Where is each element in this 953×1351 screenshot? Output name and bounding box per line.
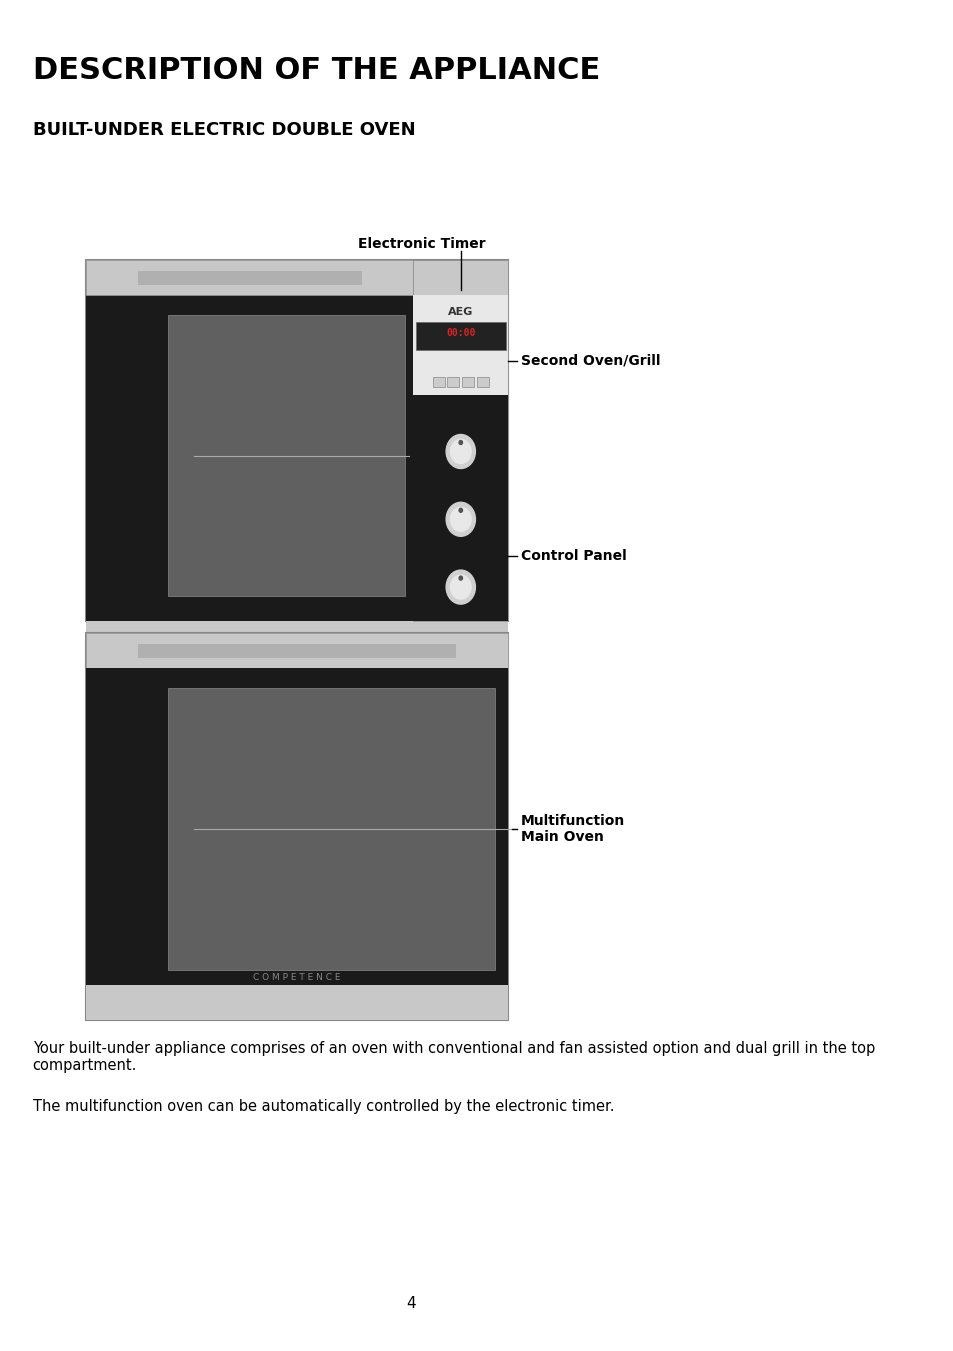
Circle shape [450, 576, 471, 598]
Circle shape [446, 503, 475, 536]
Bar [86, 985, 508, 1020]
Circle shape [458, 508, 462, 512]
Bar [137, 270, 361, 285]
Text: 4: 4 [406, 1296, 416, 1310]
Bar [447, 377, 459, 386]
Circle shape [446, 570, 475, 604]
Bar [86, 634, 508, 1020]
Text: Control Panel: Control Panel [520, 549, 626, 563]
Bar [86, 295, 413, 621]
Bar [413, 295, 508, 394]
Circle shape [446, 435, 475, 469]
Bar [413, 259, 508, 621]
Text: Second Oven/Grill: Second Oven/Grill [520, 354, 659, 367]
Bar [86, 259, 413, 295]
Text: The multifunction oven can be automatically controlled by the electronic timer.: The multifunction oven can be automatica… [32, 1098, 614, 1115]
Text: Multifunction
Main Oven: Multifunction Main Oven [520, 813, 624, 844]
Circle shape [458, 576, 462, 580]
Circle shape [450, 507, 471, 531]
Text: BUILT-UNDER ELECTRIC DOUBLE OVEN: BUILT-UNDER ELECTRIC DOUBLE OVEN [32, 122, 415, 139]
Text: DESCRIPTION OF THE APPLIANCE: DESCRIPTION OF THE APPLIANCE [32, 55, 599, 85]
Bar [416, 322, 505, 350]
Text: Your built-under appliance comprises of an oven with conventional and fan assist: Your built-under appliance comprises of … [32, 1042, 874, 1074]
Circle shape [450, 439, 471, 463]
Bar [86, 634, 508, 667]
Circle shape [458, 440, 462, 444]
Bar [168, 688, 495, 970]
Text: AEG: AEG [448, 307, 473, 317]
Bar [86, 259, 508, 621]
Bar [433, 377, 444, 386]
Bar [168, 315, 404, 596]
Bar [413, 394, 508, 621]
Bar [461, 377, 474, 386]
Bar [137, 643, 456, 658]
Text: Electronic Timer: Electronic Timer [357, 236, 485, 251]
Bar [476, 377, 488, 386]
Bar [86, 621, 508, 634]
Text: 00:00: 00:00 [446, 328, 475, 338]
Bar [86, 667, 508, 985]
Text: C O M P E T E N C E: C O M P E T E N C E [253, 974, 340, 982]
